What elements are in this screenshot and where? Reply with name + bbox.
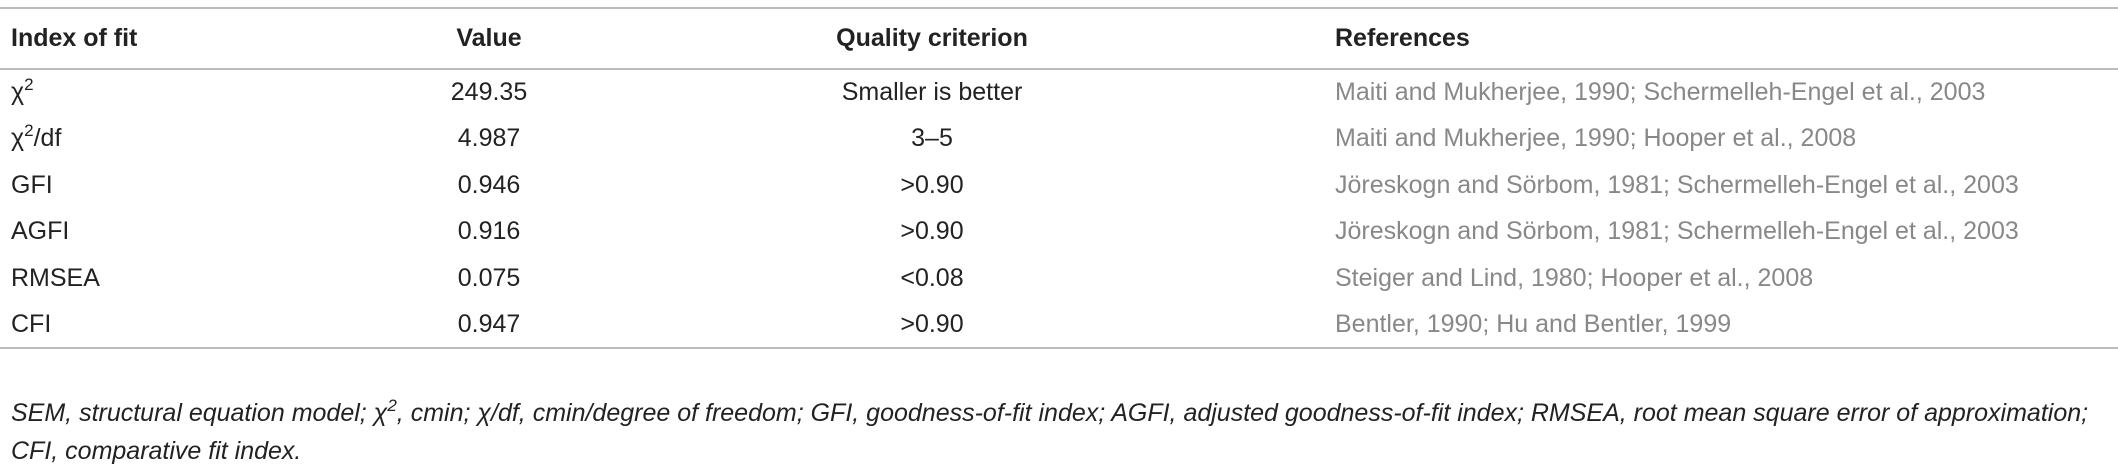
header-cell: Quality criterion [836, 24, 1028, 52]
table-cell: Smaller is better [841, 78, 1023, 107]
table-cell: Maiti and Mukherjee, 1990; Hooper et al.… [1335, 124, 1857, 153]
table-cell: 4.987 [457, 124, 521, 153]
table-cell: GFI [11, 170, 53, 199]
table-row: χ2/df 4.987 3–5 Maiti and Mukherjee, 1990; … [0, 116, 2118, 163]
table-row: χ2 249.35 Smaller is better Maiti and Mukhe… [0, 69, 2118, 116]
table-cell: 3–5 [911, 124, 953, 153]
footnote: SEM, structural equation model; χ2, cmin… [11, 394, 2106, 470]
table-row: AGFI 0.916 >0.90 Jöreskogn and Sörbom, 1981… [0, 209, 2118, 256]
table-cell: Jöreskogn and Sörbom, 1981; Schermelleh-… [1335, 217, 2019, 246]
table-cell: CFI [11, 309, 52, 338]
text: χ [11, 78, 25, 107]
text: /df [33, 124, 62, 153]
table-cell: Steiger and Lind, 1980; Hooper et al., 2… [1335, 263, 1814, 292]
header-cell: Value [456, 24, 522, 52]
header-cell: Index of fit [11, 24, 138, 52]
table-cell: 0.075 [457, 263, 521, 292]
table-cell: Jöreskogn and Sörbom, 1981; Schermelleh-… [1335, 170, 2019, 199]
table-cell: <0.08 [900, 263, 964, 292]
table-cell: 0.947 [457, 309, 521, 338]
superscript: 2 [24, 121, 34, 141]
table-row: CFI 0.947 >0.90 Bentler, 1990; Hu and Bentl… [0, 302, 2118, 348]
header-cell: References [1335, 24, 1470, 52]
table-cell: >0.90 [900, 309, 964, 338]
table-cell: >0.90 [900, 170, 964, 199]
table-cell: χ2/df [0, 116, 380, 163]
table-row: RMSEA 0.075 <0.08 Steiger and Lind, 1980; H… [0, 255, 2118, 302]
table-cell: 0.916 [457, 217, 521, 246]
table-body: χ2 249.35 Smaller is better Maiti and Mukhe… [0, 69, 2118, 348]
fit-table: Index of fit Value Quality criterion Refere… [0, 7, 2118, 349]
table-cell: AGFI [11, 217, 70, 246]
table-cell: Bentler, 1990; Hu and Bentler, 1999 [1335, 309, 1732, 338]
header-row: Index of fit Value Quality criterion Refere… [0, 8, 2118, 69]
table-cell: χ2 [0, 69, 380, 116]
table-cell: RMSEA [11, 263, 100, 292]
superscript: 2 [387, 396, 397, 415]
table-cell: 0.946 [457, 170, 521, 199]
text: , cmin; χ/df, cmin/degree of freedom; GF… [11, 399, 2089, 465]
text: χ [11, 124, 25, 153]
table-cell: 249.35 [450, 78, 528, 107]
superscript: 2 [24, 75, 34, 95]
table-cell: >0.90 [900, 217, 964, 246]
table-row: GFI 0.946 >0.90 Jöreskogn and Sörbom, 1981;… [0, 162, 2118, 209]
text: SEM, structural equation model; χ [11, 399, 388, 427]
table-cell: Maiti and Mukherjee, 1990; Schermelleh-E… [1335, 78, 1986, 107]
